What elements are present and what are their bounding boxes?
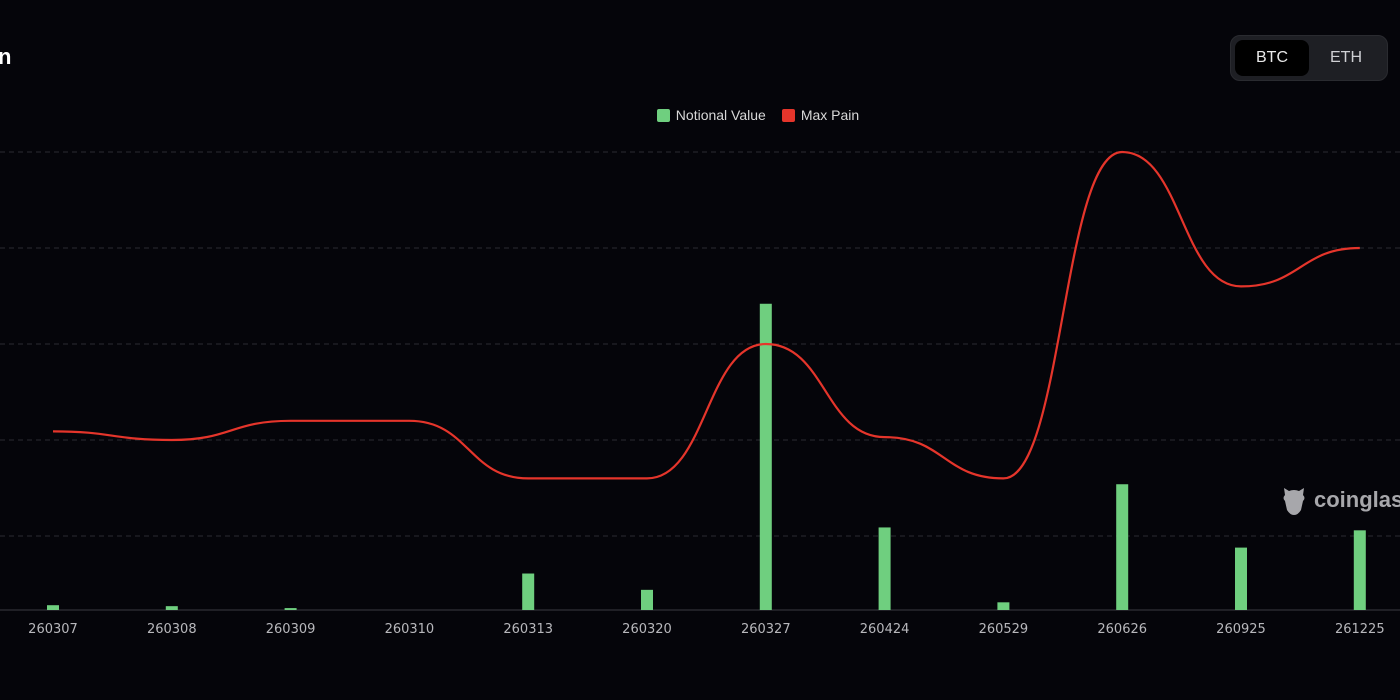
coinglass-watermark: coinglass [1280, 484, 1400, 516]
toggle-btc[interactable]: BTC [1235, 40, 1309, 76]
x-tick-label: 260626 [1097, 622, 1147, 637]
max-pain-line [52, 150, 1360, 480]
bar-260308 [165, 606, 178, 610]
x-tick-label: 260309 [266, 622, 316, 637]
x-tick-label: 260308 [147, 622, 197, 637]
bar-260327 [759, 303, 772, 610]
bar-260320 [641, 589, 653, 610]
legend-swatch [656, 108, 670, 122]
chart-legend: Notional Value Max Pain [0, 107, 1400, 123]
x-tick-label: 260529 [979, 622, 1029, 637]
legend-label: Notional Value [675, 107, 766, 123]
bar-260309 [284, 608, 297, 610]
watermark-text: coinglass [1314, 487, 1400, 512]
x-tick-label: 260925 [1216, 622, 1266, 637]
legend-label: Max Pain [800, 107, 860, 123]
x-tick-label: 260327 [741, 622, 791, 637]
bar-260424 [878, 527, 891, 610]
bar-260307 [47, 605, 59, 610]
coinglass-logo-icon [1283, 488, 1305, 515]
bar-260925 [1235, 547, 1247, 610]
page-title: n [0, 44, 12, 69]
legend-notional-value[interactable]: Notional Value [656, 107, 766, 123]
x-tick-label: 261225 [1335, 622, 1385, 637]
x-tick-label: 260320 [622, 622, 672, 637]
coin-toggle[interactable]: BTC ETH [1230, 35, 1388, 81]
toggle-eth[interactable]: ETH [1330, 49, 1362, 66]
bar-261225 [1353, 530, 1366, 610]
x-tick-label: 260310 [385, 622, 435, 637]
bar-260626 [1116, 484, 1129, 610]
bar-260529 [997, 602, 1010, 610]
legend-swatch [781, 108, 795, 122]
x-tick-label: 260313 [503, 622, 553, 637]
bar-260313 [522, 573, 535, 610]
x-tick-label: 260307 [28, 622, 78, 637]
legend-max-pain[interactable]: Max Pain [781, 107, 860, 123]
x-tick-label: 260424 [860, 622, 910, 637]
